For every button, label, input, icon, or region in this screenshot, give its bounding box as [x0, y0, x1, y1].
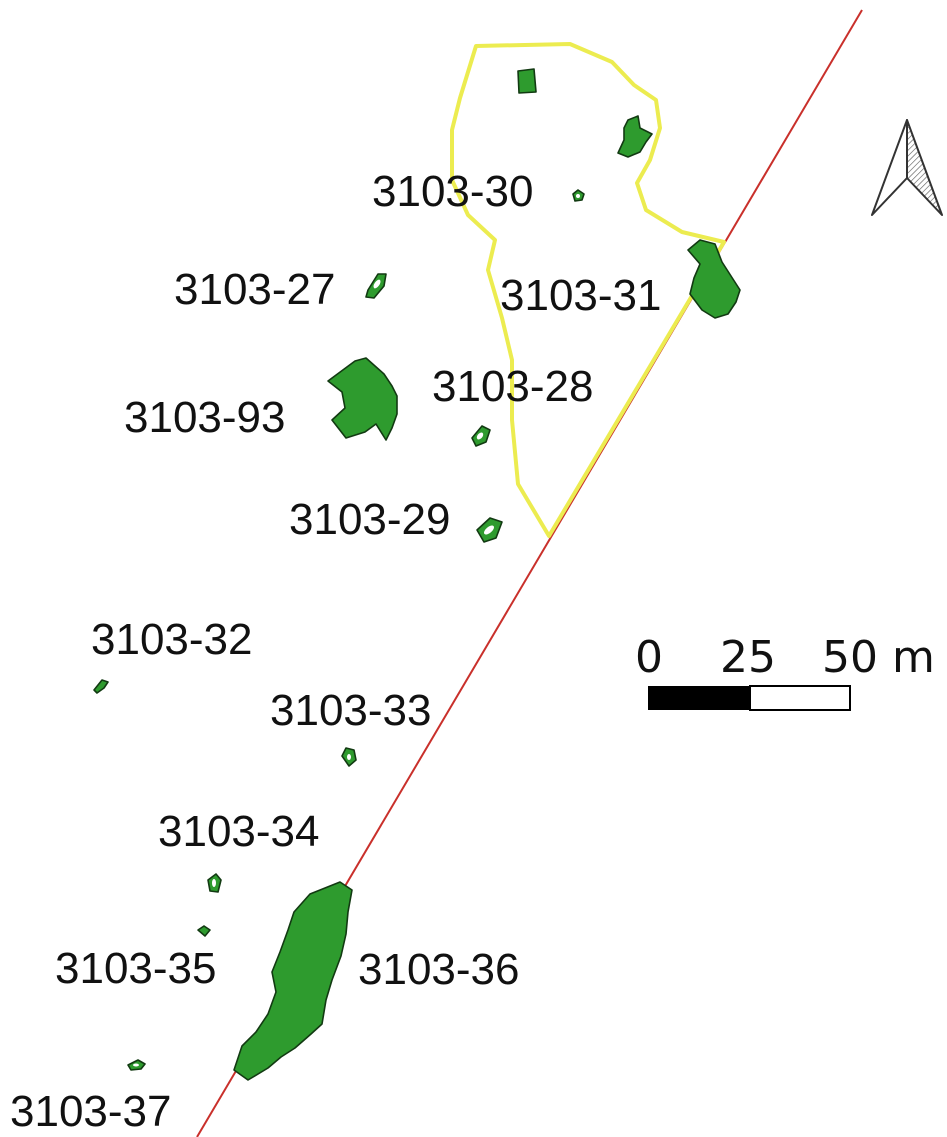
- site-polygon-holes: [133, 194, 580, 1067]
- label-3103-32: 3103-32: [91, 615, 252, 664]
- label-3103-29: 3103-29: [289, 495, 450, 544]
- hole-3103-33: [347, 754, 351, 760]
- label-3103-33: 3103-33: [270, 686, 431, 735]
- site-polygon-3103-32[interactable]: [93, 679, 109, 694]
- label-3103-37: 3103-37: [10, 1087, 171, 1136]
- scale-bar-black-segment: [648, 686, 750, 710]
- north-arrow-right-half: [906, 119, 943, 216]
- hole-3103-30: [576, 194, 580, 198]
- label-3103-93: 3103-93: [124, 393, 285, 442]
- site-polygon-north-1[interactable]: [517, 68, 537, 94]
- hole-3103-27: [373, 279, 381, 289]
- site-polygon-north-2[interactable]: [617, 115, 653, 158]
- site-polygon-3103-35[interactable]: [197, 925, 211, 937]
- label-3103-28: 3103-28: [432, 362, 593, 411]
- site-polygon-3103-36[interactable]: [233, 881, 353, 1081]
- north-arrow-icon: [871, 119, 943, 216]
- label-3103-27: 3103-27: [174, 265, 335, 314]
- scale-label-25: 25: [720, 632, 776, 683]
- label-3103-31: 3103-31: [500, 271, 661, 320]
- label-3103-30: 3103-30: [372, 167, 533, 216]
- hole-3103-34: [212, 879, 216, 887]
- hole-3103-28: [476, 432, 484, 440]
- label-3103-35: 3103-35: [55, 944, 216, 993]
- hole-3103-29: [484, 525, 494, 535]
- site-polygon-3103-31[interactable]: [687, 239, 741, 319]
- scale-bar-white-segment: [749, 685, 851, 711]
- scale-label-0: 0: [635, 632, 663, 683]
- scale-bar: 0 25 50 m: [635, 632, 935, 711]
- site-labels: 3103-30 3103-27 3103-31 3103-28 3103-93 …: [10, 167, 661, 1136]
- north-arrow-left-half: [871, 119, 908, 216]
- site-polygon-3103-93[interactable]: [327, 357, 398, 441]
- scale-label-50m: 50 m: [822, 632, 935, 683]
- hole-3103-37: [133, 1063, 139, 1067]
- site-polygons: [93, 68, 741, 1081]
- survey-boundary: [450, 42, 726, 538]
- label-3103-36: 3103-36: [358, 945, 519, 994]
- label-3103-34: 3103-34: [158, 807, 319, 856]
